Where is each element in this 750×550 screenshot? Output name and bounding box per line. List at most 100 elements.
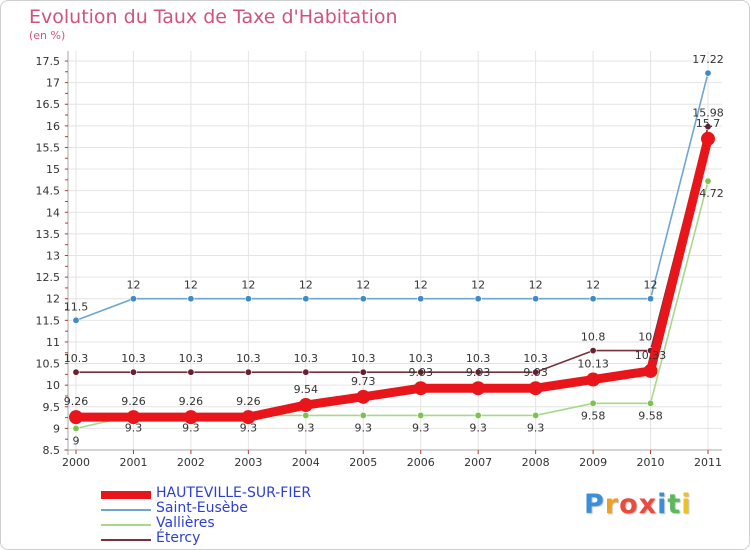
y-tick-label: 12.5 bbox=[36, 271, 61, 284]
y-tick-label: 9.5 bbox=[43, 401, 61, 414]
data-label-vallieres: 9.3 bbox=[240, 421, 258, 434]
y-tick-label: 13.5 bbox=[36, 228, 61, 241]
data-label-hauteville-sur-fier: 9.54 bbox=[294, 383, 319, 396]
data-point-etercy bbox=[589, 347, 597, 355]
x-tick-label: 2008 bbox=[522, 456, 550, 469]
data-label-hauteville-sur-fier: 10.33 bbox=[635, 349, 667, 362]
data-label-etercy: 10.3 bbox=[466, 352, 491, 365]
series-line-saint-eusebe bbox=[75, 72, 709, 322]
data-label-vallieres: 9.58 bbox=[638, 409, 663, 422]
logo-letter: r bbox=[604, 489, 620, 520]
series-saint-eusebe bbox=[72, 69, 712, 324]
y-tick-label: 15.5 bbox=[36, 141, 61, 154]
data-label-hauteville-sur-fier: 9.93 bbox=[523, 366, 548, 379]
data-label-hauteville-sur-fier: 9.26 bbox=[236, 395, 261, 408]
data-label-hauteville-sur-fier: 15.7 bbox=[696, 117, 721, 130]
data-point-hauteville-sur-fier bbox=[126, 410, 141, 425]
data-point-etercy bbox=[359, 368, 367, 376]
data-point-hauteville-sur-fier bbox=[413, 381, 428, 396]
data-label-saint-eusebe: 12 bbox=[471, 279, 485, 292]
data-label-etercy: 10.3 bbox=[294, 352, 319, 365]
data-point-saint-eusebe bbox=[302, 295, 310, 303]
data-label-hauteville-sur-fier: 9.73 bbox=[351, 375, 376, 388]
data-label-vallieres: 9.3 bbox=[182, 421, 200, 434]
data-label-saint-eusebe: 12 bbox=[529, 279, 543, 292]
logo-letter: o bbox=[619, 489, 639, 520]
y-tick-label: 11 bbox=[46, 336, 60, 349]
data-point-hauteville-sur-fier bbox=[528, 381, 543, 396]
data-point-vallieres bbox=[72, 424, 80, 432]
legend-item: Étercy bbox=[101, 530, 361, 548]
data-label-etercy: 10.3 bbox=[523, 352, 548, 365]
data-label-etercy: 15.98 bbox=[692, 107, 724, 120]
data-point-hauteville-sur-fier bbox=[183, 410, 198, 425]
y-tick-label: 13 bbox=[46, 250, 60, 263]
data-label-vallieres: 9.3 bbox=[125, 421, 143, 434]
data-label-hauteville-sur-fier: 9.26 bbox=[179, 395, 204, 408]
data-point-saint-eusebe bbox=[129, 295, 137, 303]
data-point-saint-eusebe bbox=[532, 295, 540, 303]
x-tick-label: 2006 bbox=[407, 456, 435, 469]
y-tick-label: 12 bbox=[46, 293, 60, 306]
data-point-vallieres bbox=[647, 399, 655, 407]
data-point-hauteville-sur-fier bbox=[241, 410, 256, 425]
data-point-saint-eusebe bbox=[589, 295, 597, 303]
data-point-vallieres bbox=[589, 399, 597, 407]
legend-label: Étercy bbox=[156, 530, 201, 546]
data-point-etercy bbox=[72, 368, 80, 376]
data-label-saint-eusebe: 12 bbox=[644, 279, 658, 292]
legend-swatch bbox=[101, 491, 151, 499]
legend-swatch bbox=[101, 509, 151, 511]
logo-letter: i bbox=[657, 489, 668, 520]
data-point-vallieres bbox=[532, 411, 540, 419]
logo-letter: i bbox=[681, 489, 692, 520]
data-point-etercy bbox=[129, 368, 137, 376]
data-point-etercy bbox=[532, 368, 540, 376]
data-point-vallieres bbox=[417, 411, 425, 419]
legend-item: Vallières bbox=[101, 515, 361, 533]
logo-letter: x bbox=[638, 489, 658, 520]
x-tick-label: 2009 bbox=[579, 456, 607, 469]
chart-subtitle: (en %) bbox=[29, 29, 66, 42]
x-tick-label: 2003 bbox=[234, 456, 262, 469]
data-point-saint-eusebe bbox=[704, 69, 712, 77]
data-label-etercy: 10.3 bbox=[121, 352, 146, 365]
data-label-saint-eusebe: 12 bbox=[126, 279, 140, 292]
y-tick-label: 17 bbox=[46, 77, 60, 90]
data-label-saint-eusebe: 11.5 bbox=[64, 300, 89, 313]
data-label-etercy: 10.3 bbox=[236, 352, 261, 365]
data-point-saint-eusebe bbox=[72, 316, 80, 324]
data-label-etercy: 10.3 bbox=[64, 352, 89, 365]
x-tick-label: 2010 bbox=[637, 456, 665, 469]
x-tick-label: 2005 bbox=[349, 456, 377, 469]
data-label-saint-eusebe: 12 bbox=[356, 279, 370, 292]
data-label-hauteville-sur-fier: 9.26 bbox=[64, 395, 89, 408]
grid: 8.5 9 9.5 10 10.5 11 11.5 12 12.5 13 13.5 14 14.5 15 1… bbox=[36, 51, 722, 469]
data-label-hauteville-sur-fier: 9.26 bbox=[121, 395, 146, 408]
data-label-vallieres: 9.3 bbox=[355, 421, 373, 434]
data-label-etercy: 10.3 bbox=[408, 352, 433, 365]
data-point-hauteville-sur-fier bbox=[356, 389, 371, 404]
logo-letter: P bbox=[584, 489, 605, 520]
y-tick-label: 10.5 bbox=[36, 358, 61, 371]
data-point-etercy bbox=[417, 368, 425, 376]
data-point-hauteville-sur-fier bbox=[69, 410, 83, 425]
data-label-saint-eusebe: 12 bbox=[586, 279, 600, 292]
y-tick-label: 16.5 bbox=[36, 98, 61, 111]
y-tick-label: 14 bbox=[46, 206, 60, 219]
data-label-hauteville-sur-fier: 9.93 bbox=[408, 366, 433, 379]
logo-letter: t bbox=[667, 489, 682, 520]
data-label-hauteville-sur-fier: 9.93 bbox=[466, 366, 491, 379]
data-point-saint-eusebe bbox=[474, 295, 482, 303]
y-tick-label: 11.5 bbox=[36, 314, 61, 327]
data-point-etercy bbox=[302, 368, 310, 376]
x-tick-label: 2002 bbox=[177, 456, 205, 469]
y-tick-label: 16 bbox=[46, 120, 60, 133]
legend-label: HAUTEVILLE-SUR-FIER bbox=[156, 485, 312, 501]
data-label-vallieres: 14.72 bbox=[692, 187, 724, 200]
data-label-saint-eusebe: 12 bbox=[414, 279, 428, 292]
data-label-vallieres: 9.3 bbox=[412, 421, 430, 434]
y-tick-label: 17.5 bbox=[36, 55, 61, 68]
data-point-vallieres bbox=[474, 411, 482, 419]
